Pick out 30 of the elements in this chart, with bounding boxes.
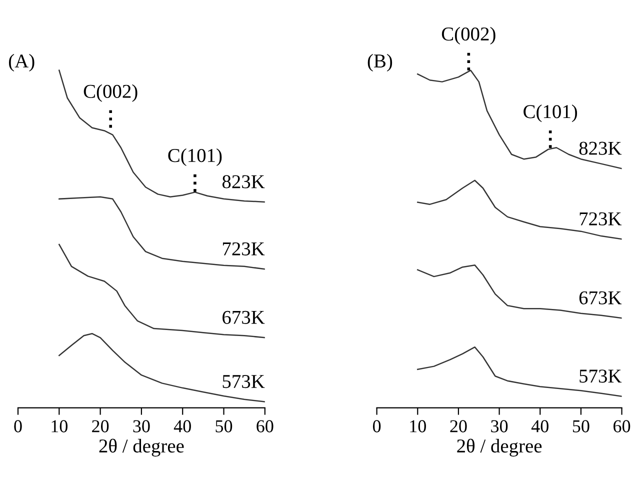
annotation: C(002) [84, 84, 138, 102]
series-label: 823K [579, 142, 622, 155]
annotation: C(002) [442, 26, 496, 45]
series-label: 673K [579, 291, 622, 304]
x-tick-label: 60 [256, 420, 274, 432]
x-tick-label: 20 [92, 420, 109, 432]
x-tick-label: 40 [531, 420, 548, 432]
annotation: C(101) [524, 104, 578, 122]
x-tick-label: 20 [450, 420, 467, 432]
x-tick-label: 50 [216, 420, 232, 432]
annotation: C(101) [168, 148, 222, 166]
x-axis-title: 2θ / degree [457, 438, 542, 457]
x-tick-label: 40 [174, 420, 191, 432]
x-tick-label: 30 [491, 420, 508, 432]
chart-title: (A) [8, 54, 34, 72]
x-tick-label: 50 [572, 420, 590, 432]
chart-title: (B) [368, 54, 392, 72]
x-axis-title: 2θ / degree [99, 438, 184, 457]
x-tick-label: 10 [52, 420, 68, 432]
series-label: 723K [580, 212, 622, 226]
x-tick-label: 10 [410, 420, 426, 432]
series-label: 573K [580, 370, 622, 383]
x-tick-label: 0 [14, 420, 22, 432]
x-tick-label: 0 [372, 420, 381, 432]
x-tick-label: 30 [133, 420, 150, 432]
series-label: 673K [222, 310, 265, 324]
series-label: 573K [222, 375, 265, 388]
series-label: 723K [222, 242, 265, 256]
series-label: 823K [222, 175, 265, 188]
x-tick-label: 60 [614, 420, 630, 432]
